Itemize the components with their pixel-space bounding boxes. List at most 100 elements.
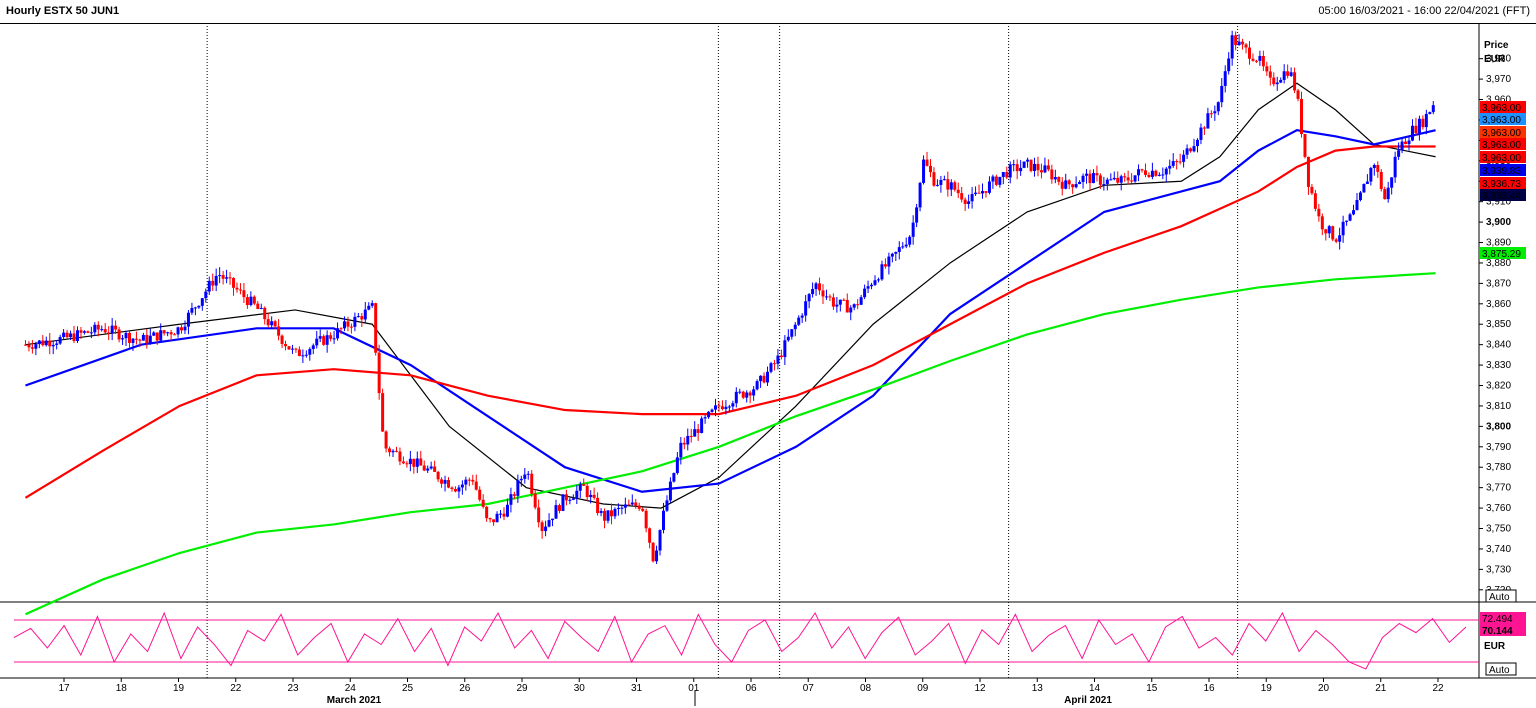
candle-body [1202,127,1206,129]
candle-body [433,466,437,472]
candle-body [949,182,953,190]
candle-body [443,480,447,484]
candle-body [953,182,957,190]
candle-body [1012,164,1016,166]
candle-body [159,330,163,341]
candle-body [703,417,707,419]
price-label: 3,939.83 [1482,166,1521,177]
candle-body [117,329,121,340]
candle-body [741,391,745,398]
candle-body [450,487,454,489]
candle-body [1220,85,1224,103]
osc-auto-button[interactable]: Auto [1485,662,1517,676]
candle-body [686,435,690,445]
candle-body [804,301,808,316]
price-label: 3,963.00 [1482,140,1521,151]
x-tick-label: 30 [574,683,586,694]
candle-body [1074,184,1078,188]
osc-auto-label: Auto [1489,665,1510,676]
ma-line-red [24,145,1436,499]
y-tick-label: 3,760 [1486,503,1511,514]
auto-scale-button[interactable]: Auto [1485,589,1517,603]
price-panel[interactable] [14,24,1479,602]
candle-body [55,343,59,345]
candle-body [353,316,357,327]
candle-body [693,429,697,437]
y-tick-label: 3,770 [1486,483,1511,494]
candle-body [1386,187,1390,200]
price-axis-unit: EUR [1484,54,1506,65]
candle-body [1033,163,1037,171]
candle-body [332,338,336,340]
candle-body [75,330,79,342]
candle-body [641,508,645,511]
candle-body [318,336,322,339]
candle-body [1421,118,1425,128]
candle-body [232,277,236,288]
candle-body [1105,179,1109,185]
candle-body [526,473,530,475]
candle-body [797,317,801,325]
candle-body [110,325,114,334]
x-month-label: March 2021 [327,695,382,706]
candle-body [1244,44,1248,48]
candle-body [745,392,749,398]
candle-body [609,510,613,517]
candle-body [155,332,159,341]
price-label-box [1480,177,1526,189]
candle-body [512,494,516,496]
x-tick-label: 15 [1146,683,1158,694]
candle-body [1303,134,1307,157]
price-label: 3,963.00 [1482,115,1521,126]
candle-body [630,502,634,505]
candle-body [634,502,638,506]
candle-body [69,333,73,338]
x-tick-label: 01 [688,683,700,694]
candle-body [956,189,960,194]
candle-body [519,478,523,481]
candle-body [859,297,863,305]
candle-body [651,542,655,562]
candle-body [831,297,835,307]
candle-body [1119,176,1123,183]
ma-line-green [25,272,1436,616]
candle-body [727,406,731,408]
ma-line-blue [25,129,1436,493]
candle-body [1265,66,1269,72]
candle-body [388,448,392,453]
candle-body [1355,200,1359,211]
candle-body [540,522,544,532]
candle-body [790,329,794,337]
candle-body [176,327,180,335]
osc-value-label: 72.494 [1482,614,1513,625]
candle-body [1338,235,1342,242]
price-label: 3,875.29 [1482,249,1521,260]
candle-body [1060,181,1064,189]
candle-body [495,513,499,523]
candle-body [65,332,69,338]
y-tick-label: 3,810 [1486,401,1511,412]
candle-body [1001,172,1005,177]
candle-body [325,335,329,345]
price-label-box [1480,113,1526,125]
candle-body [824,296,828,298]
candle-body [800,315,804,318]
candle-body [1272,77,1276,85]
candle-body [876,279,880,281]
candle-body [1320,216,1324,230]
candle-body [127,332,131,343]
candle-body [339,328,343,330]
candle-body [897,247,901,252]
y-tick-label: 3,800 [1486,421,1511,432]
candle-body [1109,179,1113,181]
candle-body [1268,71,1272,78]
candle-body [1189,148,1193,152]
x-tick-label: 23 [287,683,299,694]
x-tick-label: 25 [402,683,414,694]
candle-body [464,479,468,485]
candle-body [138,339,142,341]
candle-body [734,391,738,404]
chart-title: Hourly ESTX 50 JUN1 [6,5,120,17]
